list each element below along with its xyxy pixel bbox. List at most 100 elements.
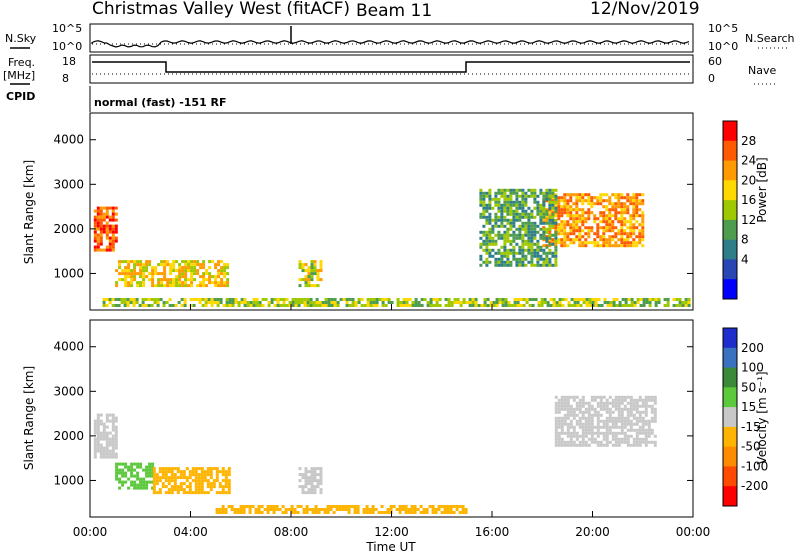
velocity-cell xyxy=(145,474,149,478)
power-cell xyxy=(530,188,534,192)
power-cell xyxy=(524,248,528,252)
velocity-cell xyxy=(557,404,561,408)
velocity-colorbar-swatch xyxy=(723,367,737,388)
velocity-cell xyxy=(644,443,648,447)
power-cell xyxy=(533,230,537,234)
velocity-cell xyxy=(569,410,573,414)
power-cell xyxy=(617,202,621,206)
power-cell xyxy=(566,211,570,215)
power-cell xyxy=(151,269,155,273)
power-cell xyxy=(307,278,311,282)
velocity-cell xyxy=(566,407,570,411)
velocity-cell xyxy=(182,482,186,486)
power-cell xyxy=(121,260,125,264)
power-cell xyxy=(590,202,594,206)
power-cell xyxy=(267,301,271,304)
velocity-cell xyxy=(212,479,216,483)
power-cell xyxy=(313,284,317,288)
power-cell xyxy=(623,196,627,200)
velocity-cell xyxy=(446,505,450,508)
power-cell xyxy=(190,266,194,270)
power-cell xyxy=(536,263,540,267)
power-cell xyxy=(548,251,552,255)
power-cell xyxy=(506,188,510,192)
power-cell xyxy=(166,281,170,285)
power-cell xyxy=(223,272,227,276)
power-cell xyxy=(123,301,127,304)
velocity-cell xyxy=(206,485,210,489)
velocity-cell xyxy=(215,470,219,474)
velocity-cell xyxy=(102,428,106,432)
power-cell xyxy=(626,232,630,236)
velocity-cell xyxy=(310,482,314,486)
power-cell xyxy=(521,206,525,210)
velocity-cell xyxy=(629,428,633,432)
velocity-cell xyxy=(635,407,639,411)
power-cell xyxy=(617,232,621,236)
power-cell xyxy=(524,221,528,225)
power-cell xyxy=(563,229,567,233)
power-cell xyxy=(524,191,528,195)
power-cell xyxy=(542,212,546,216)
velocity-cell xyxy=(182,470,186,474)
velocity-cell xyxy=(173,476,177,480)
power-cell xyxy=(175,278,179,282)
power-cell xyxy=(539,221,543,225)
power-cell xyxy=(507,301,511,304)
velocity-cell xyxy=(629,401,633,405)
power-cell xyxy=(172,281,176,285)
power-cell xyxy=(99,206,103,210)
velocity-cell xyxy=(301,491,305,495)
power-cell xyxy=(198,298,202,301)
velocity-cell xyxy=(298,479,302,483)
power-cell xyxy=(569,199,573,203)
power-cell xyxy=(509,227,513,231)
power-cell xyxy=(136,281,140,285)
power-cell xyxy=(632,196,636,200)
power-cell xyxy=(447,304,451,307)
velocity-cell xyxy=(398,508,402,511)
power-cell xyxy=(605,241,609,245)
power-cell xyxy=(554,221,558,225)
velocity-cell xyxy=(623,407,627,411)
power-cell xyxy=(108,236,112,240)
velocity-colorbar-swatch xyxy=(723,328,737,349)
power-cell xyxy=(513,298,517,301)
power-cell xyxy=(130,269,134,273)
velocity-cell xyxy=(341,505,345,508)
power-cell xyxy=(111,248,115,252)
power-cell xyxy=(681,304,685,307)
velocity-cell xyxy=(653,443,657,447)
velocity-cell xyxy=(638,395,642,399)
power-cell xyxy=(485,260,489,264)
velocity-cell xyxy=(133,474,137,478)
velocity-cell xyxy=(647,440,651,444)
power-cell xyxy=(596,226,600,230)
power-cell xyxy=(557,196,561,200)
power-cell xyxy=(494,251,498,255)
velocity-cell xyxy=(105,437,109,441)
power-cell xyxy=(298,263,302,267)
power-cell xyxy=(102,248,106,252)
power-cell xyxy=(539,218,543,222)
velocity-cell xyxy=(167,482,171,486)
power-cell xyxy=(554,188,558,192)
velocity-cell xyxy=(380,511,384,514)
power-cell xyxy=(545,244,549,248)
power-cell xyxy=(174,304,178,307)
power-cell xyxy=(205,272,209,276)
velocity-cell xyxy=(590,413,594,417)
velocity-cell xyxy=(313,473,317,477)
velocity-cell xyxy=(121,468,125,472)
power-cell xyxy=(207,298,211,301)
velocity-cell xyxy=(114,434,118,438)
velocity-cell xyxy=(605,404,609,408)
power-cell xyxy=(623,229,627,233)
power-cell xyxy=(133,272,137,276)
velocity-cell xyxy=(127,468,131,472)
power-cell xyxy=(178,266,182,270)
power-cell xyxy=(563,202,567,206)
power-cell xyxy=(130,284,134,288)
power-cell xyxy=(542,244,546,248)
